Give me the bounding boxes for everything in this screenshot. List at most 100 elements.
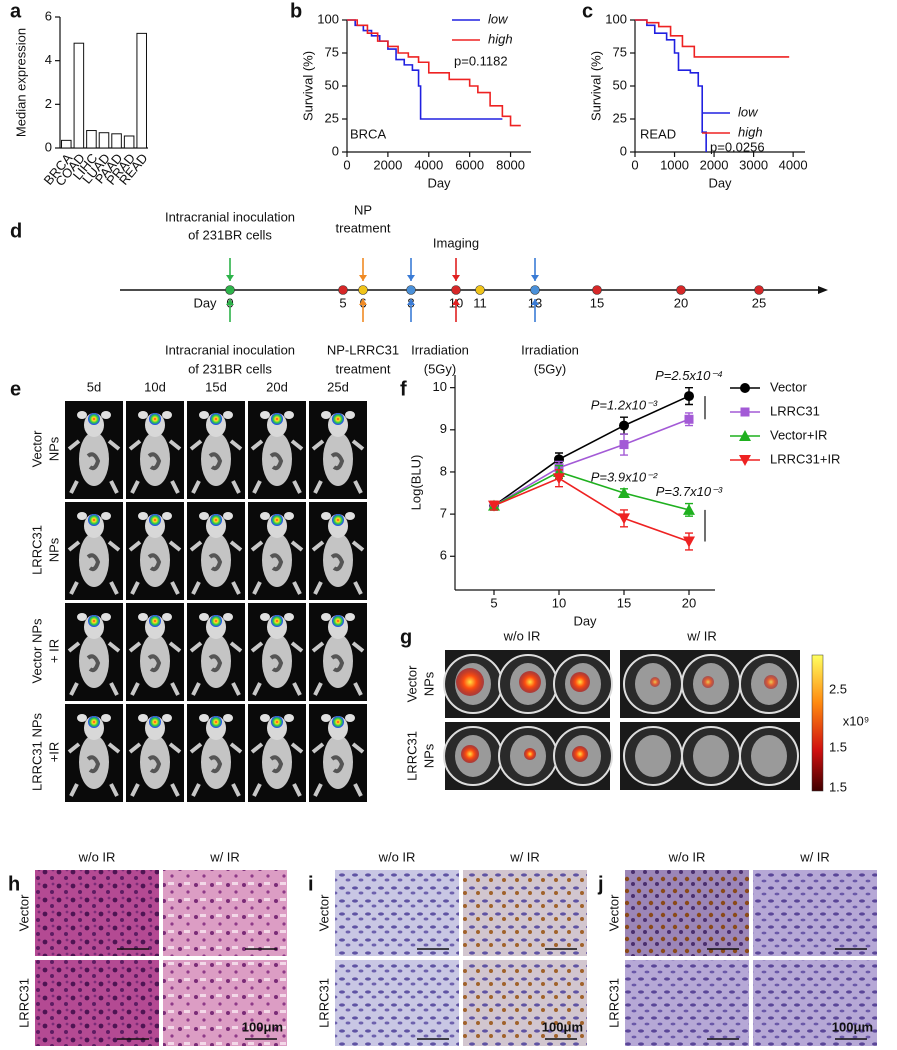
x-tick-label: 2000 [700,157,729,172]
y-tick-label: 0 [332,143,339,158]
histology-image [625,960,749,1046]
point [553,473,565,485]
histology-image [463,960,587,1046]
y-tick-label: 7 [440,506,447,521]
colorbar-label: 2.5 [829,681,847,696]
event-label: NP [354,202,372,217]
row-label: LRRC31 [404,731,419,781]
annotation: BRCA [350,126,386,141]
row-label: NPs [421,671,436,696]
x-tick-label: 8000 [496,157,525,172]
y-tick-label: 25 [325,110,339,125]
legend-label: low [738,104,759,119]
timeline-dot [676,285,686,295]
x-tick-label: 2000 [373,157,402,172]
x-tick-label: 4000 [779,157,808,172]
event-label: Imaging [433,235,479,250]
column-label: w/o IR [378,849,416,864]
timeline-dot [754,285,764,295]
brain [751,735,787,777]
bar [86,130,97,149]
panel-label: d [10,220,22,242]
timeline-arrowhead [452,299,460,305]
row-label: Vector [29,430,44,468]
signal [764,675,778,689]
x-axis-label: Day [573,613,597,628]
panel-label: b [290,0,302,22]
y-axis-label: Log(BLU) [408,455,423,511]
legend-marker [740,383,750,393]
column-label: 5d [87,379,101,394]
histology-image [753,960,877,1046]
survival-curve [347,19,503,120]
survival-curve [635,19,790,58]
column-label: w/o IR [78,849,116,864]
y-axis-label: Survival (%) [588,51,603,121]
x-tick-label: 6000 [455,157,484,172]
y-tick-label: 50 [613,77,627,92]
row-label: Vector [16,894,31,932]
row-label: Vector [606,894,621,932]
row-label: Vector [404,665,419,703]
histology-image [35,960,159,1046]
scale-bar-label: 100μm [242,1019,283,1034]
bar [111,133,122,149]
row-label: LRRC31 [316,978,331,1028]
histology-image [625,870,749,956]
panel-label: i [308,873,314,895]
y-tick-label: 9 [440,421,447,436]
x-tick-label: 10 [552,595,566,610]
timeline-arrowhead [407,275,415,281]
histology-image [163,960,287,1046]
point [683,536,695,548]
timeline-arrowhead [818,286,828,294]
signal [570,672,590,692]
panel-label: e [10,378,21,400]
colorbar-label: 1.5 [829,739,847,754]
series-line [493,418,690,507]
row-label: + IR [46,639,61,663]
event-label: of 231BR cells [188,227,272,242]
legend-label: high [488,31,513,46]
bar [123,135,135,149]
timeline-dot [592,285,602,295]
event-label: (5Gy) [534,361,567,376]
bar [61,139,72,149]
y-tick-label: 75 [325,44,339,59]
column-label: w/o IR [668,849,706,864]
y-tick-label: 10 [433,379,447,394]
panel-label: f [400,378,407,400]
row-label: +IR [46,742,61,763]
y-tick-label: 50 [325,77,339,92]
column-label: 10d [144,379,166,394]
annotation: READ [640,126,676,141]
y-tick-label: 0 [620,143,627,158]
x-tick-label: 4000 [414,157,443,172]
bar [73,42,85,149]
column-label: w/ IR [209,849,240,864]
brain [693,735,729,777]
y-tick-label: 6 [45,8,52,23]
scale-bar-label: 100μm [832,1019,873,1034]
survival-curve [635,19,707,152]
legend-label: LRRC31+IR [770,451,840,466]
p-value: P=3.9x10⁻² [591,469,658,484]
row-label: LRRC31 [606,978,621,1028]
panel-label: g [400,626,412,648]
y-tick-label: 75 [613,44,627,59]
point [619,420,629,431]
row-label: NPs [421,743,436,768]
legend-marker [739,455,751,466]
event-label: Irradiation [521,342,579,357]
histology-image [335,960,459,1046]
event-label: treatment [336,361,391,376]
panel-label: c [582,0,593,22]
timeline-arrowhead [226,299,234,305]
legend-label: LRRC31 [770,403,820,418]
point [684,414,694,424]
histology-image [463,870,587,956]
event-label: of 231BR cells [188,361,272,376]
row-label: NPs [46,436,61,461]
column-label: w/o IR [503,628,541,643]
timeline-dot [530,285,540,295]
